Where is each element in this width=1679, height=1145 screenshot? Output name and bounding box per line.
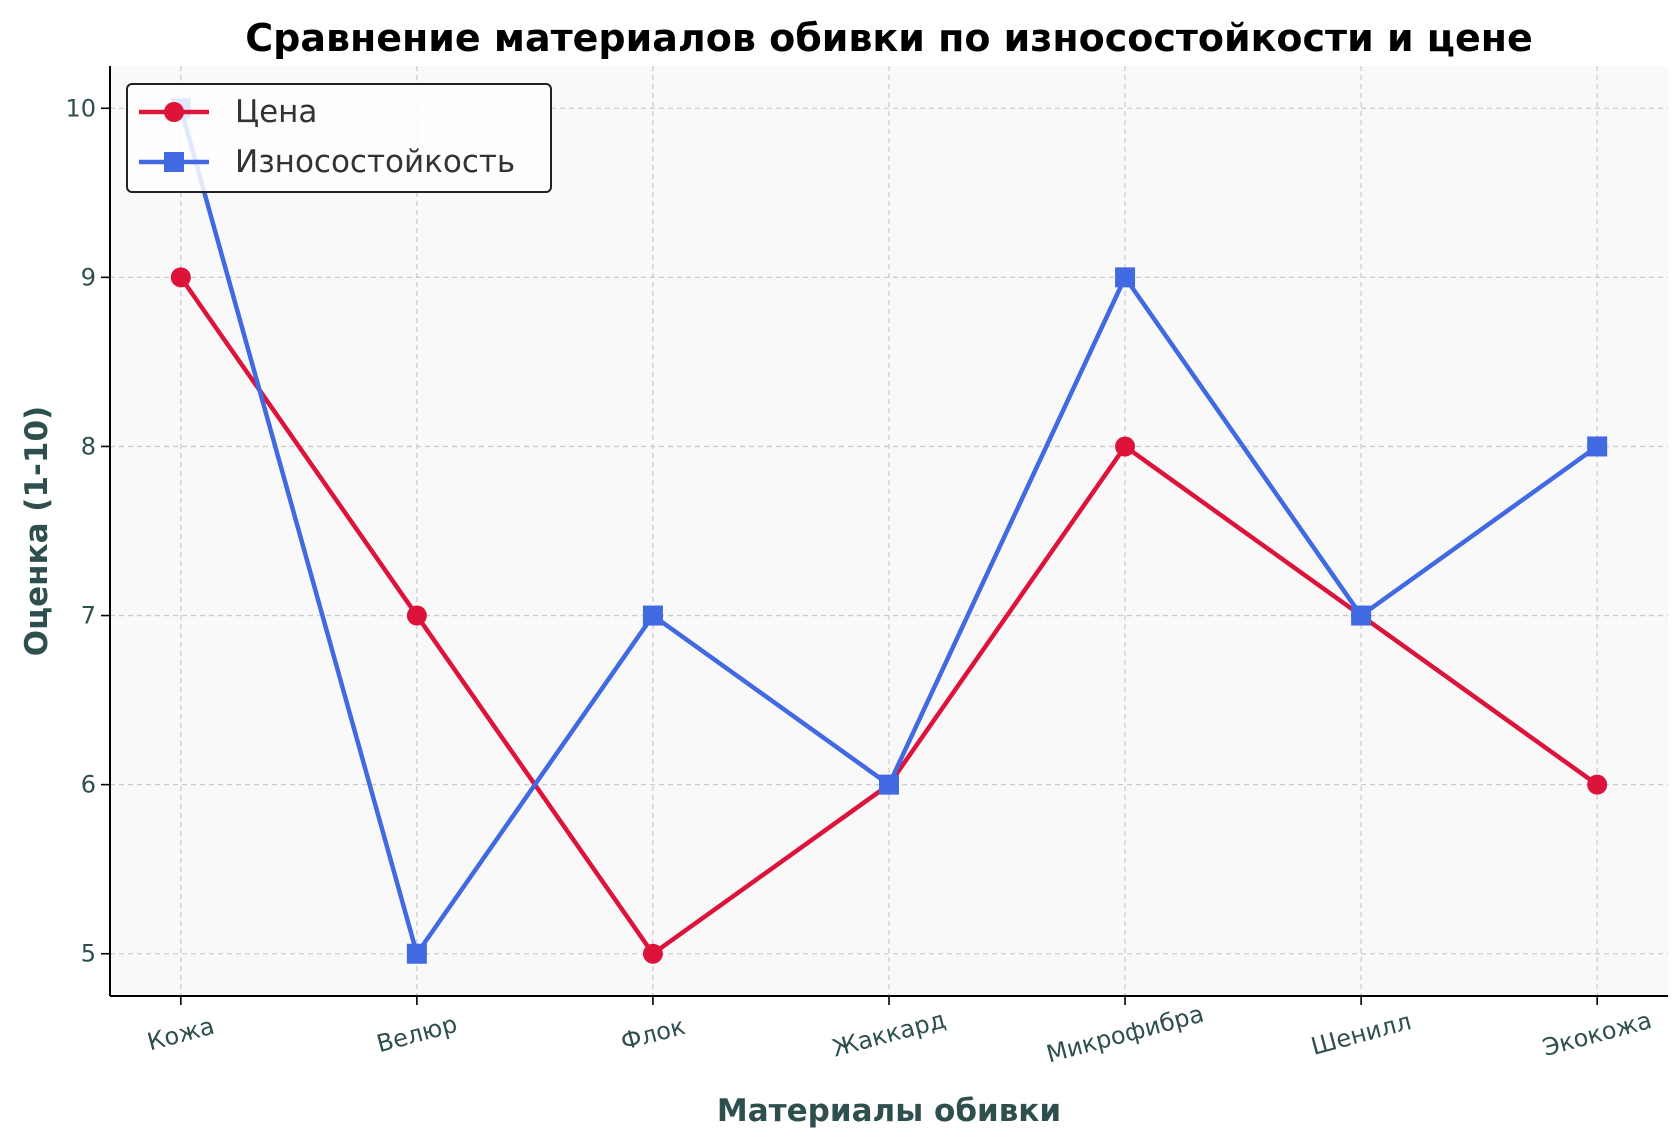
data-point: [642, 943, 663, 964]
y-tick-label: 8: [81, 432, 96, 460]
legend: Цена Износостойкость: [126, 83, 552, 193]
data-point: [1351, 605, 1372, 626]
chart-title: Сравнение материалов обивки по износосто…: [245, 16, 1533, 60]
data-point: [406, 943, 427, 964]
data-point: [1587, 774, 1608, 795]
data-point: [406, 605, 427, 626]
x-axis-label: Материалы обивки: [717, 1093, 1061, 1129]
legend-item: Цена: [139, 94, 317, 130]
legend-item: Износостойкость: [139, 144, 515, 180]
data-point: [879, 774, 899, 795]
legend-box: [126, 83, 552, 193]
data-point: [642, 605, 663, 626]
y-axis-label: Оценка (1-10): [19, 406, 55, 656]
y-tick-label: 6: [81, 771, 96, 799]
legend-label: Цена: [235, 94, 317, 130]
y-tick-label: 10: [65, 94, 96, 122]
legend-swatch-marker: [164, 102, 184, 122]
y-tick-label: 5: [81, 940, 96, 968]
y-tick-label: 7: [81, 602, 96, 630]
legend-label: Износостойкость: [235, 144, 515, 180]
legend-swatch-marker: [164, 152, 184, 172]
data-point: [1115, 436, 1136, 457]
grid: [110, 66, 1668, 996]
series: [170, 98, 1608, 964]
data-point: [170, 267, 191, 288]
data-point: [1587, 436, 1608, 457]
data-point: [1115, 267, 1136, 288]
y-tick-label: 9: [81, 263, 96, 291]
